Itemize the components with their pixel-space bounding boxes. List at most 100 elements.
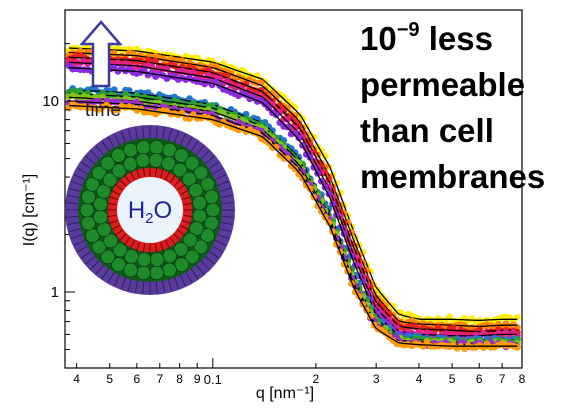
tail-line [218,221,233,226]
surfactant-sphere [162,262,177,278]
surfactant-sphere [149,252,165,267]
surfactant-sphere [100,249,116,265]
tail-line [127,128,133,143]
headline-line-4: membranes [360,158,545,195]
time-label: time [85,100,121,121]
tail-line [68,187,83,193]
headgroup-line [106,202,117,206]
water-label-sub: 2 [145,210,153,227]
data-point [284,155,291,163]
headgroup-line [123,237,131,246]
series-9 [65,100,521,352]
tail-line [194,145,205,157]
tail-line [213,239,227,246]
tail-line [215,233,230,240]
fit-line [68,56,518,333]
headgroup-line [129,170,136,180]
tail-line [217,227,232,233]
surfactant-sphere [173,241,189,257]
headgroup-line [107,220,118,225]
headgroup-line [183,202,194,206]
headgroup-line [107,195,118,200]
x-tick-label: 5 [449,372,456,386]
time-arrow: time [79,20,123,121]
x-tick-label: 6 [134,372,141,386]
headline-line-3: than cell [360,112,494,149]
reverse-micelle-inset: H2O [65,125,235,295]
water-core-label: H2O [128,197,172,227]
tail-line [90,259,101,270]
tail-line [189,140,199,153]
x-tick-label: 3 [373,372,380,386]
x-tick-label: 0.1 [204,372,222,387]
y-axis-label: I(q) [cm⁻¹] [21,174,38,246]
water-label-h: H [128,197,145,224]
surfactant-sphere [200,228,215,244]
tail-line [67,221,82,226]
headgroup-line [114,183,123,191]
y-tick-label: 1 [51,284,59,301]
tail-line [101,267,111,280]
fit-line [68,47,518,321]
tail-line [184,270,193,283]
headgroup-line [160,242,165,253]
x-tick-label: 8 [519,372,526,386]
tail-line [77,244,90,253]
surfactant-sphere [205,202,221,218]
headgroup-line [142,166,146,177]
water-core [117,177,183,243]
headgroup-line [142,243,146,254]
tail-line [179,273,186,287]
tail-line [66,215,81,218]
x-tick-label: 9 [194,372,201,386]
headgroup-line [129,240,136,250]
headline-exponent: −9 [397,19,420,41]
surfactant-sphere [162,248,178,264]
tail-line [203,254,215,265]
fit-line [68,51,518,328]
surfactant-sphere [123,142,138,158]
tail-line [90,150,101,161]
tail-line [219,215,234,218]
surfactant-sphere [136,252,152,268]
headgroup-line [182,195,193,200]
headgroup-line [173,178,182,187]
tail-line [199,259,210,270]
headgroup-line [114,229,123,237]
surfactant-sphere [100,155,116,171]
tail-line [70,180,85,187]
x-tick-label: 6 [476,372,483,386]
tail-line [173,130,180,145]
tail-line [219,202,234,205]
surfactant-sphere [193,165,209,181]
data-point [276,103,284,110]
surfactant-sphere [192,208,208,224]
tail-line [167,277,173,292]
headgroup-line [169,237,177,246]
surfactant-sphere [112,242,128,258]
headgroup-line [169,174,177,183]
plot-layer [65,43,521,352]
tail-line [210,167,223,176]
tail-line [107,270,116,283]
tail-line [80,249,93,259]
tail-line [179,133,186,147]
surfactant-sphere [172,162,188,178]
surfactant-sphere [188,182,204,198]
tail-line [66,202,81,205]
surfactant-sphere [92,196,108,212]
tail-line [114,133,121,147]
surfactant-sphere [96,183,112,199]
headgroup-line [118,233,127,242]
tail-line [207,249,220,259]
tail-line [184,137,193,150]
data-point [284,115,291,123]
surfactant-sphere [136,139,151,155]
tail-line [114,273,121,287]
x-tick-label: 2 [313,372,320,386]
surfactant-sphere [149,265,164,281]
tail-line [127,277,133,292]
headline-ten: 10 [360,20,397,57]
headgroup-line [180,189,190,196]
